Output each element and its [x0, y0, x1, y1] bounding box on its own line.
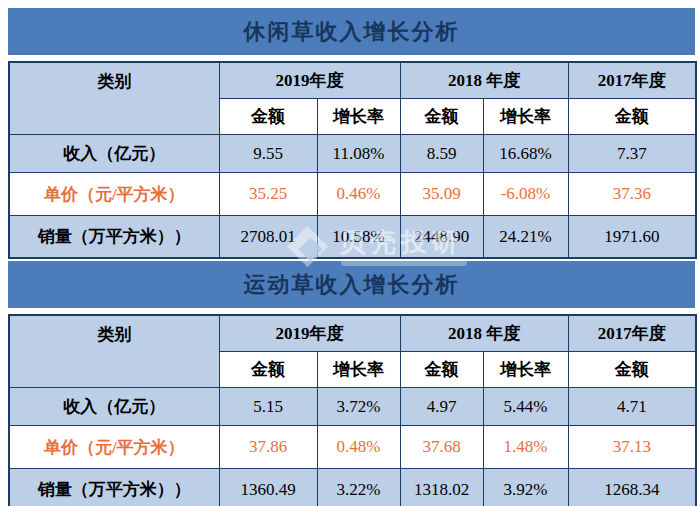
cell-value: 9.55	[219, 135, 317, 173]
subheader-amount-2018: 金额	[400, 352, 483, 388]
row-label-revenue: 收入（亿元）	[9, 388, 219, 426]
year-2018-header: 2018 年度	[400, 62, 568, 99]
cell-value: 16.68%	[483, 135, 568, 173]
subheader-growth-2019: 增长率	[317, 99, 400, 135]
sport-year-header-row: 类别 2019年度 2018 年度 2017年度	[9, 315, 696, 352]
cell-value: 4.97	[400, 388, 483, 426]
leisure-table: 类别 2019年度 2018 年度 2017年度 金额 增长率 金额 增长率 金…	[8, 61, 697, 259]
leisure-grass-section: 休闲草收入增长分析 类别 2019年度 2018 年度 2017年度 金额 增	[8, 8, 695, 259]
subheader-amount-2019: 金额	[219, 352, 317, 388]
subheader-growth-2018: 增长率	[483, 99, 568, 135]
cell-value: 3.22%	[317, 469, 400, 506]
cell-value: 2708.01	[219, 216, 317, 259]
cell-value: 2448.90	[400, 216, 483, 259]
cell-value: 7.37	[568, 135, 696, 173]
cell-value: 24.21%	[483, 216, 568, 259]
subheader-amount-2018: 金额	[400, 99, 483, 135]
row-label-sales-volume: 销量（万平方米））	[9, 216, 219, 259]
cell-value: 1318.02	[400, 469, 483, 506]
cell-value: 37.68	[400, 426, 483, 469]
row-label-revenue: 收入（亿元）	[9, 135, 219, 173]
leisure-year-header-row: 类别 2019年度 2018 年度 2017年度	[9, 62, 696, 99]
cell-value: 1971.60	[568, 216, 696, 259]
sport-table-title: 运动草收入增长分析	[8, 261, 695, 308]
report-table-image: 休闲草收入增长分析 类别 2019年度 2018 年度 2017年度 金额 增	[0, 0, 699, 506]
category-header-cell: 类别	[9, 62, 219, 135]
sport-grass-section: 运动草收入增长分析 类别 2019年度 2018 年度 2017年度 金额 增	[8, 261, 695, 506]
tables-sheet: 休闲草收入增长分析 类别 2019年度 2018 年度 2017年度 金额 增	[8, 8, 695, 506]
cell-value: 1268.34	[568, 469, 696, 506]
table-row: 销量（万平方米）） 2708.01 10.58% 2448.90 24.21% …	[9, 216, 696, 259]
cell-value: 37.36	[568, 173, 696, 216]
cell-value: 0.48%	[317, 426, 400, 469]
subheader-growth-2018: 增长率	[483, 352, 568, 388]
table-row: 收入（亿元） 9.55 11.08% 8.59 16.68% 7.37	[9, 135, 696, 173]
cell-value: 37.86	[219, 426, 317, 469]
cell-value: 35.25	[219, 173, 317, 216]
table-row: 单价（元/平方米） 35.25 0.46% 35.09 -6.08% 37.36	[9, 173, 696, 216]
table-row: 单价（元/平方米） 37.86 0.48% 37.68 1.48% 37.13	[9, 426, 696, 469]
subheader-amount-2019: 金额	[219, 99, 317, 135]
cell-value: 0.46%	[317, 173, 400, 216]
year-2017-header: 2017年度	[568, 315, 696, 352]
cell-value: 4.71	[568, 388, 696, 426]
year-2018-header: 2018 年度	[400, 315, 568, 352]
sport-table: 类别 2019年度 2018 年度 2017年度 金额 增长率 金额 增长率 金…	[8, 314, 697, 506]
table-row: 销量（万平方米）） 1360.49 3.22% 1318.02 3.92% 12…	[9, 469, 696, 506]
subheader-amount-2017: 金额	[568, 352, 696, 388]
cell-value: 8.59	[400, 135, 483, 173]
cell-value: 11.08%	[317, 135, 400, 173]
year-2017-header: 2017年度	[568, 62, 696, 99]
cell-value: 35.09	[400, 173, 483, 216]
cell-value: 5.44%	[483, 388, 568, 426]
cell-value: 1360.49	[219, 469, 317, 506]
cell-value: 10.58%	[317, 216, 400, 259]
row-label-sales-volume: 销量（万平方米））	[9, 469, 219, 506]
cell-value: 5.15	[219, 388, 317, 426]
cell-value: 37.13	[568, 426, 696, 469]
cell-value: 3.92%	[483, 469, 568, 506]
row-label-unit-price: 单价（元/平方米）	[9, 426, 219, 469]
subheader-amount-2017: 金额	[568, 99, 696, 135]
row-label-unit-price: 单价（元/平方米）	[9, 173, 219, 216]
cell-value: 1.48%	[483, 426, 568, 469]
year-2019-header: 2019年度	[219, 62, 400, 99]
subheader-growth-2019: 增长率	[317, 352, 400, 388]
category-header-cell: 类别	[9, 315, 219, 388]
cell-value: -6.08%	[483, 173, 568, 216]
table-row: 收入（亿元） 5.15 3.72% 4.97 5.44% 4.71	[9, 388, 696, 426]
leisure-table-title: 休闲草收入增长分析	[8, 8, 695, 55]
cell-value: 3.72%	[317, 388, 400, 426]
year-2019-header: 2019年度	[219, 315, 400, 352]
